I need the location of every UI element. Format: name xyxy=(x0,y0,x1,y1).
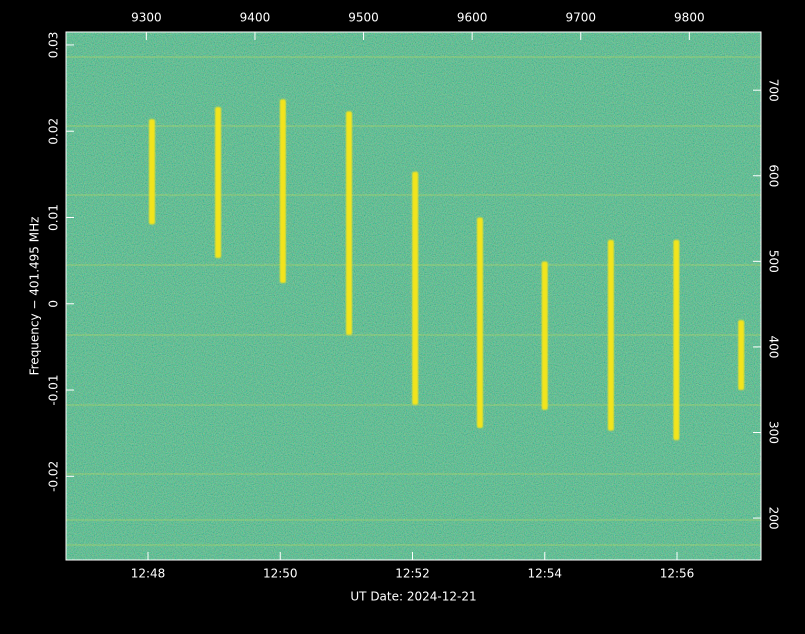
x2-tick-label: 9300 xyxy=(131,11,162,25)
y2-tick-label: 400 xyxy=(767,335,781,358)
x2-tick-label: 9800 xyxy=(674,11,705,25)
pulse xyxy=(607,239,614,431)
x-tick-label: 12:50 xyxy=(263,567,298,581)
x2-tick-label: 9600 xyxy=(457,11,488,25)
y2-tick-label: 700 xyxy=(767,79,781,102)
y-tick-label: -0.02 xyxy=(47,461,61,492)
pulse xyxy=(279,99,286,284)
y2-tick-label: 600 xyxy=(767,164,781,187)
y-tick-label: 0 xyxy=(47,300,61,308)
x-tick-label: 12:56 xyxy=(660,567,695,581)
pulse xyxy=(346,111,353,335)
pulse xyxy=(673,239,680,441)
axes: 12:48 12:50 12:52 12:54 12:56 9300 9400 9500 960… xyxy=(28,11,781,604)
pulse xyxy=(738,320,745,391)
pulse xyxy=(148,119,155,225)
pulse xyxy=(476,217,483,428)
y2-tick-label: 500 xyxy=(767,250,781,273)
pulse xyxy=(412,171,419,405)
y-tick-label: 0.02 xyxy=(47,118,61,145)
pulse xyxy=(215,107,222,259)
x2-tick-label: 9500 xyxy=(348,11,379,25)
x-tick-label: 12:52 xyxy=(395,567,430,581)
y-tick-label: 0.03 xyxy=(47,32,61,59)
x-tick-label: 12:54 xyxy=(527,567,562,581)
y2-tick-label: 300 xyxy=(767,421,781,444)
y-tick-label: 0.01 xyxy=(47,204,61,231)
x2-tick-label: 9700 xyxy=(565,11,596,25)
plot-area xyxy=(66,32,761,560)
plot-frame xyxy=(65,31,762,561)
x-tick-label: 12:48 xyxy=(131,567,166,581)
pulse xyxy=(541,261,548,410)
x-axis-label: UT Date: 2024-12-21 xyxy=(350,590,476,604)
y-axis-label: Frequency − 401.495 MHz xyxy=(28,217,42,376)
x2-tick-label: 9400 xyxy=(240,11,271,25)
y2-tick-label: 200 xyxy=(767,507,781,530)
y-tick-label: -0.01 xyxy=(47,375,61,406)
